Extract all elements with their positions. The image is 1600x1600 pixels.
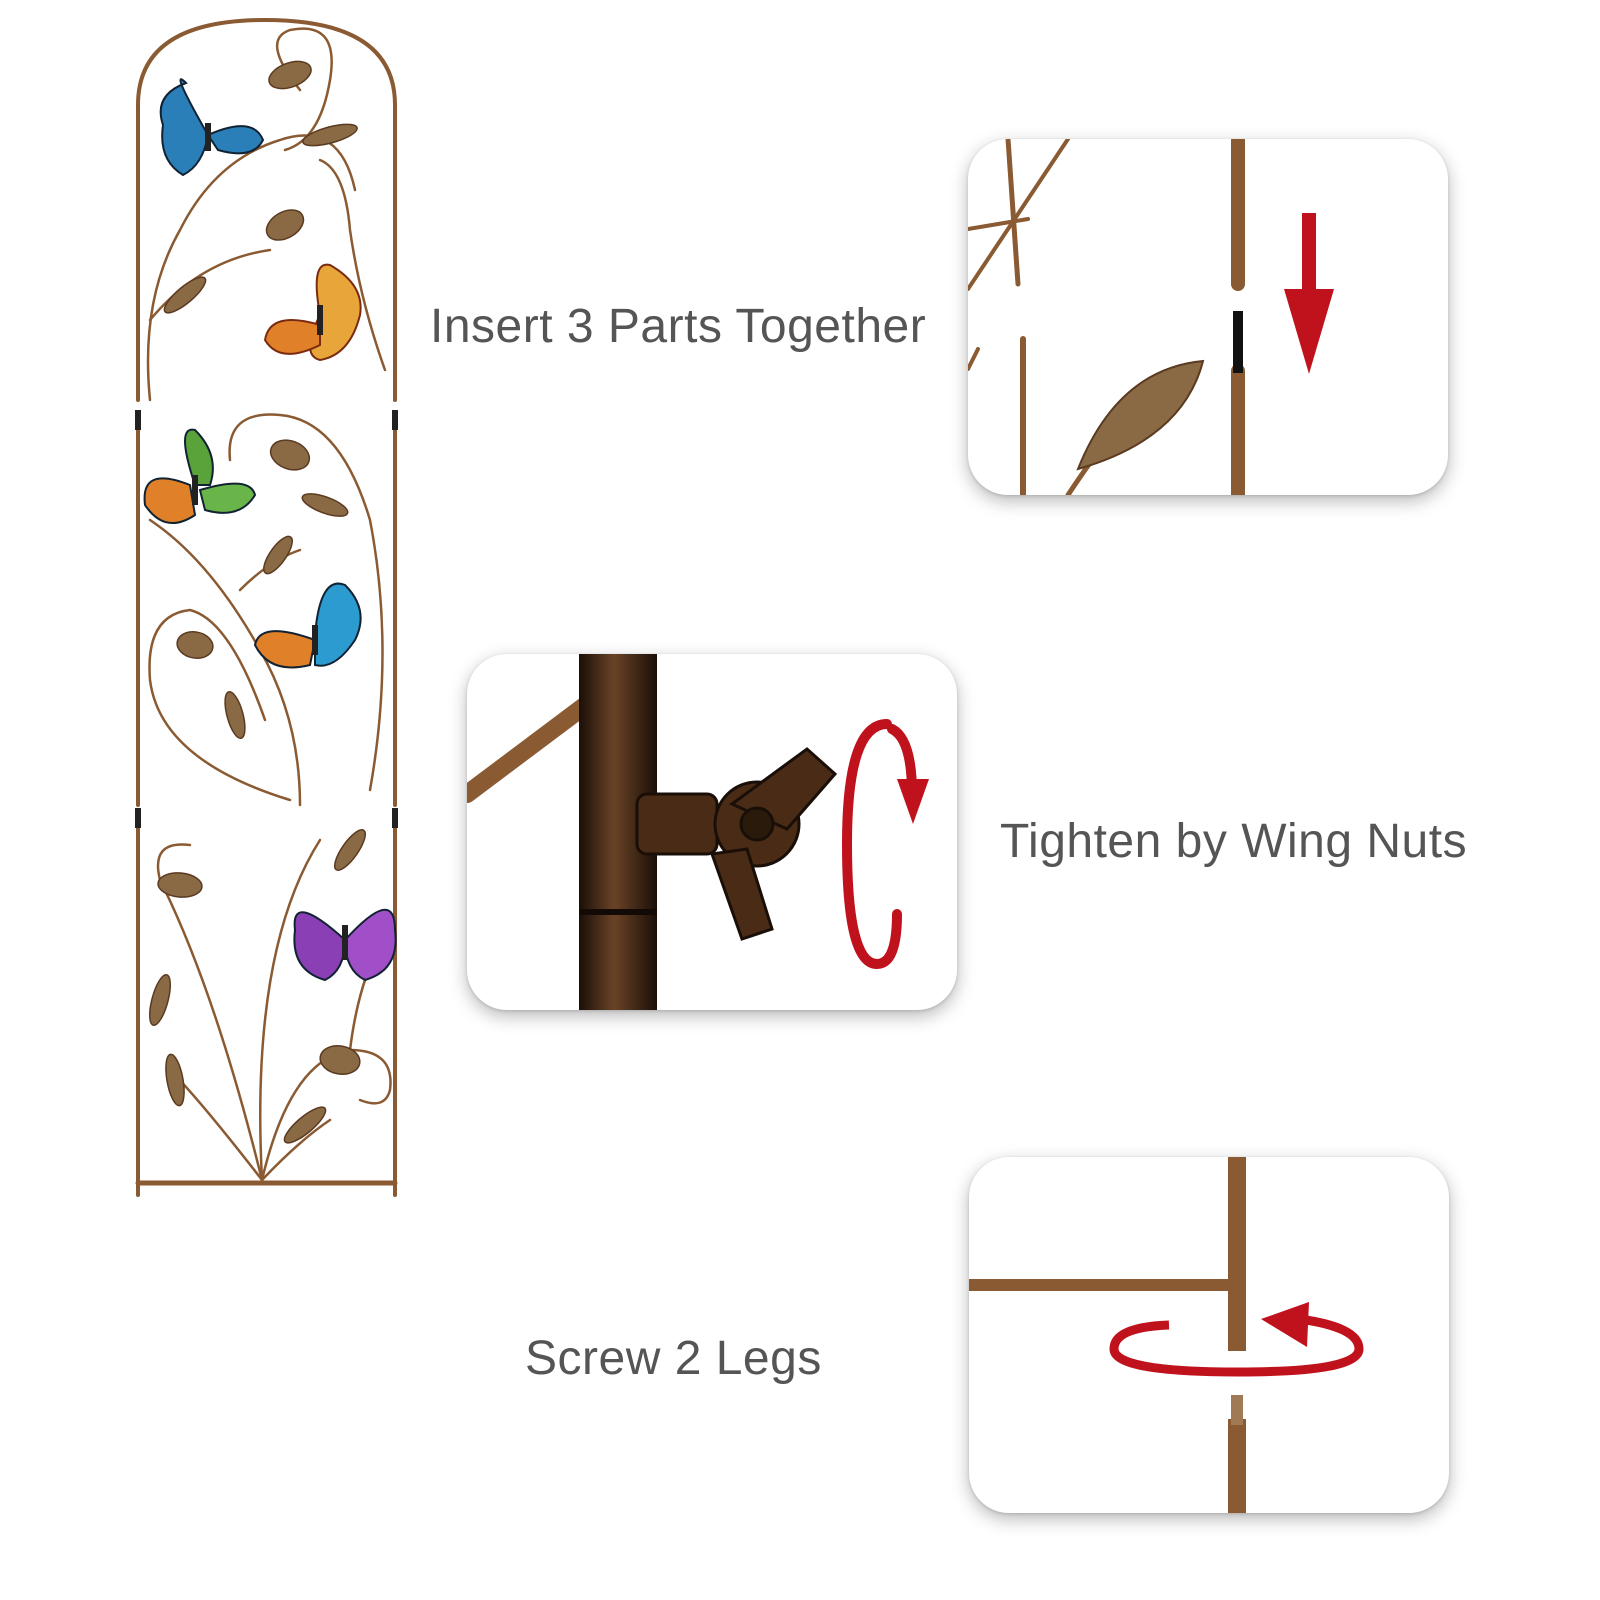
butterfly-blue-top xyxy=(159,78,265,177)
butterfly-orange-top xyxy=(263,263,362,362)
leg-screw-detail-image xyxy=(969,1157,1364,1513)
insert-detail-card xyxy=(968,139,1448,495)
step-label-insert: Insert 3 Parts Together xyxy=(430,300,927,353)
butterfly-green-middle xyxy=(143,428,257,524)
connector-pins xyxy=(135,410,398,828)
wing-nut-detail-card xyxy=(467,654,957,1010)
trellis-illustration xyxy=(135,17,398,1578)
rotate-horizontal-icon xyxy=(1109,1314,1364,1377)
butterfly-blue-middle xyxy=(253,582,362,669)
leaf-ornaments xyxy=(149,60,366,1144)
rotate-vertical-icon xyxy=(841,719,917,970)
butterfly-purple-bottom xyxy=(293,909,397,982)
step-label-tighten: Tighten by Wing Nuts xyxy=(1000,815,1468,868)
threaded-tip xyxy=(1231,1395,1243,1425)
wing-nut-detail-image xyxy=(467,654,929,1010)
connector-pin xyxy=(1233,311,1243,373)
insert-detail-image xyxy=(968,139,1334,495)
arrow-down-icon xyxy=(1284,213,1334,374)
step-label-screw: Screw 2 Legs xyxy=(525,1332,822,1385)
trellis-legs xyxy=(135,1217,398,1578)
trellis-middle-section xyxy=(136,413,397,807)
trellis-bottom-section xyxy=(135,818,398,1197)
leaf-ornament xyxy=(1076,359,1205,471)
wing-nut xyxy=(635,747,838,941)
leg-screw-detail-card xyxy=(969,1157,1449,1513)
